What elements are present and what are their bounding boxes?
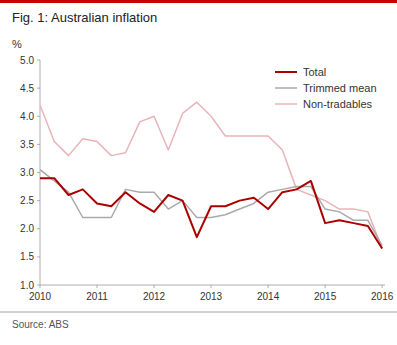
y-tick — [37, 116, 40, 117]
y-tick — [37, 256, 40, 257]
y-tick-label: 3.5 — [20, 139, 34, 150]
bottom-rule — [0, 312, 397, 313]
y-tick-label: 4.0 — [20, 111, 34, 122]
y-tick — [37, 285, 40, 286]
y-tick — [37, 144, 40, 145]
y-tick-label: 1.5 — [20, 251, 34, 262]
y-tick — [37, 228, 40, 229]
legend: Total Trimmed mean Non-tradables — [275, 66, 377, 110]
series-line — [40, 178, 382, 248]
y-tick — [37, 60, 40, 61]
source: Source: ABS — [12, 319, 69, 330]
x-tick-label: 2015 — [314, 291, 337, 302]
x-tick — [268, 285, 269, 288]
y-tick-label: 2.5 — [20, 195, 34, 206]
x-tick-label: 2016 — [371, 291, 394, 302]
x-tick — [154, 285, 155, 288]
top-rule — [0, 0, 397, 3]
legend-swatch — [275, 87, 297, 89]
legend-label: Non-tradables — [303, 98, 373, 110]
x-tick — [40, 285, 41, 288]
y-axis — [40, 60, 41, 285]
legend-label: Trimmed mean — [303, 82, 377, 94]
legend-swatch — [275, 71, 297, 73]
legend-swatch — [275, 103, 297, 105]
y-tick-label: 5.0 — [20, 55, 34, 66]
x-tick-label: 2014 — [257, 291, 280, 302]
y-tick-label: 2.0 — [20, 223, 34, 234]
y-tick — [37, 88, 40, 89]
series-line — [40, 102, 382, 248]
x-tick-label: 2010 — [29, 291, 52, 302]
chart: Fig. 1: Australian inflation% Source: ABS… — [0, 0, 397, 345]
x-tick-label: 2012 — [143, 291, 166, 302]
y-tick-label: 3.0 — [20, 167, 34, 178]
x-tick — [325, 285, 326, 288]
x-axis — [40, 285, 385, 286]
x-tick — [211, 285, 212, 288]
y-tick-label: 4.5 — [20, 83, 34, 94]
legend-label: Total — [303, 66, 326, 78]
x-tick-label: 2013 — [200, 291, 223, 302]
x-tick-label: 2011 — [86, 291, 108, 302]
y-axis-label: % — [12, 38, 22, 50]
title: Fig. 1: Australian inflation — [12, 10, 157, 25]
plot-area — [40, 102, 382, 248]
y-tick — [37, 172, 40, 173]
x-tick — [382, 285, 383, 288]
y-tick — [37, 200, 40, 201]
x-tick — [97, 285, 98, 288]
y-tick-label: 1.0 — [20, 280, 34, 291]
